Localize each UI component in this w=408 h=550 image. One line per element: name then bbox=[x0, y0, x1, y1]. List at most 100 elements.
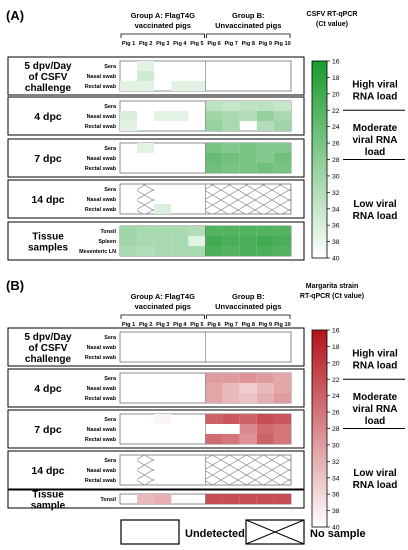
group-a-label: vaccinated pigs bbox=[135, 21, 191, 30]
group-a-label: vaccinated pigs bbox=[135, 302, 191, 311]
heatmap-cell bbox=[137, 226, 155, 236]
heatmap-cell bbox=[222, 246, 240, 256]
heatmap-cell bbox=[222, 226, 240, 236]
group-b-label: Unvaccinated pigs bbox=[215, 302, 281, 311]
row-label: Rectal swab bbox=[85, 437, 117, 443]
heatmap-cell bbox=[256, 226, 274, 236]
heatmap-cell bbox=[256, 373, 274, 383]
heatmap-cell bbox=[256, 111, 274, 121]
heatmap-cell bbox=[256, 121, 274, 131]
colorbar-tick-label: 16 bbox=[332, 59, 340, 66]
colorbar-gradient bbox=[311, 60, 328, 259]
section-title: samples bbox=[28, 243, 68, 254]
column-label: Pig 10 bbox=[274, 41, 290, 47]
row-label: Rectal swab bbox=[85, 396, 117, 402]
heatmap-cell bbox=[239, 163, 257, 173]
cell-no-sample bbox=[222, 194, 240, 204]
heatmap-cell bbox=[205, 383, 223, 393]
cell-no-sample bbox=[273, 475, 291, 485]
heatmap-cell bbox=[222, 434, 240, 444]
heatmap-cell bbox=[205, 236, 223, 246]
heatmap-cell bbox=[273, 226, 291, 236]
heatmap-cell bbox=[171, 81, 189, 91]
cell-no-sample bbox=[205, 194, 223, 204]
heatmap-cell bbox=[256, 101, 274, 111]
heatmap-cell bbox=[120, 236, 138, 246]
section-2: 4 dpc Sera Nasal swab Rectal swab bbox=[7, 96, 305, 136]
cell-no-sample bbox=[273, 465, 291, 475]
row-label: Sera bbox=[104, 187, 117, 193]
heatmap-cell bbox=[205, 101, 223, 111]
colorbar-tick-label: 30 bbox=[332, 442, 340, 449]
load-label: viral RNA bbox=[352, 135, 397, 146]
cell-no-sample bbox=[205, 204, 223, 214]
group-a-bracket bbox=[120, 314, 205, 319]
cell-no-sample bbox=[205, 184, 223, 194]
heatmap-cell bbox=[222, 101, 240, 111]
heatmap-cell bbox=[273, 163, 291, 173]
cell-no-sample bbox=[137, 465, 155, 475]
section-title: Tissue bbox=[32, 490, 64, 501]
heatmap-cell bbox=[256, 143, 274, 153]
group-b-bracket bbox=[206, 33, 291, 38]
load-label: Moderate bbox=[353, 123, 398, 134]
colorbar-tick-label: 20 bbox=[332, 360, 340, 367]
colorbar-title: CSFV RT-qPCR bbox=[307, 11, 358, 18]
section-3: 7 dpc Sera Nasal swab Rectal swab bbox=[7, 409, 305, 449]
group-b-bracket bbox=[206, 314, 291, 319]
group-b-label: Group B: bbox=[232, 11, 265, 20]
heatmap-cell bbox=[256, 163, 274, 173]
section-title: sample bbox=[31, 501, 66, 512]
heatmap-cell bbox=[256, 236, 274, 246]
heatmap-cell bbox=[188, 246, 206, 256]
heatmap-cell bbox=[239, 101, 257, 111]
heatmap-cell bbox=[222, 153, 240, 163]
heatmap-cell bbox=[273, 494, 291, 504]
heatmap-cell bbox=[273, 111, 291, 121]
heatmap-cell bbox=[273, 373, 291, 383]
heatmap-cell bbox=[222, 236, 240, 246]
heatmap-cell bbox=[222, 393, 240, 403]
heatmap-cell bbox=[205, 246, 223, 256]
row-label: Tonsil bbox=[101, 497, 117, 503]
section-2: 4 dpc Sera Nasal swab Rectal swab bbox=[7, 368, 305, 408]
section-title: 14 dpc bbox=[31, 465, 64, 477]
section-frame bbox=[7, 368, 305, 408]
group-a-bracket bbox=[120, 33, 205, 38]
cell-no-sample bbox=[256, 465, 274, 475]
column-label: Pig 8 bbox=[242, 41, 255, 47]
heatmap-cell bbox=[154, 236, 172, 246]
row-label: Sera bbox=[104, 335, 117, 341]
heatmap-cell bbox=[239, 153, 257, 163]
heatmap-cell bbox=[273, 414, 291, 424]
heatmap-cell bbox=[205, 153, 223, 163]
heatmap-cell bbox=[137, 246, 155, 256]
heatmap-cell bbox=[239, 236, 257, 246]
column-label: Pig 6 bbox=[207, 322, 220, 328]
row-label: Nasal swab bbox=[87, 427, 117, 433]
column-label: Pig 1 bbox=[122, 322, 135, 328]
row-label: Rectal swab bbox=[85, 478, 117, 484]
heatmap-cell bbox=[205, 226, 223, 236]
cell-no-sample bbox=[137, 475, 155, 485]
cell-no-sample bbox=[222, 465, 240, 475]
colorbar-tick-label: 32 bbox=[332, 190, 340, 197]
heatmap-cell bbox=[256, 246, 274, 256]
heatmap-cell bbox=[222, 111, 240, 121]
cell-no-sample bbox=[222, 455, 240, 465]
column-label: Pig 7 bbox=[224, 322, 237, 328]
row-label: Nasal swab bbox=[87, 386, 117, 392]
row-label: Nasal swab bbox=[87, 114, 117, 120]
section-3: 7 dpc Sera Nasal swab Rectal swab bbox=[7, 138, 305, 178]
heatmap-cell bbox=[222, 163, 240, 173]
load-label: High viral bbox=[352, 349, 398, 360]
heatmap-cell bbox=[222, 121, 240, 131]
heatmap-cell bbox=[239, 414, 257, 424]
row-label: Tonsil bbox=[101, 229, 117, 235]
row-label: Rectal swab bbox=[85, 84, 117, 90]
heatmap-cell bbox=[256, 494, 274, 504]
heatmap-cell bbox=[273, 434, 291, 444]
